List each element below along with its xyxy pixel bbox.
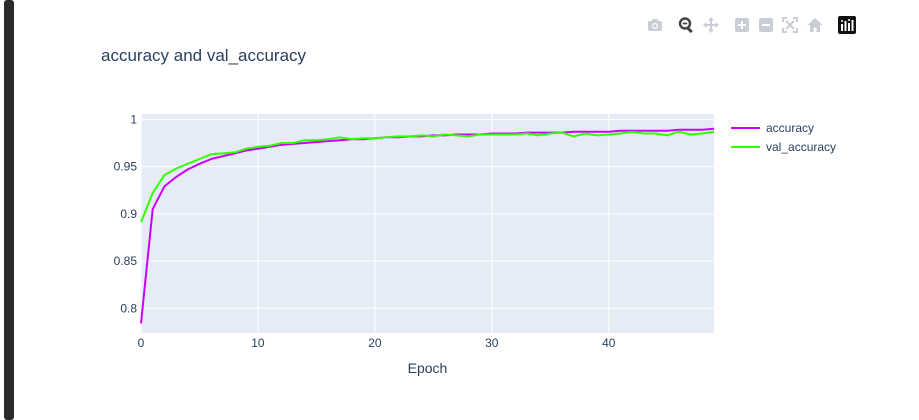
y-tick-label: 1	[130, 112, 137, 126]
x-tick-label: 30	[485, 336, 499, 350]
plot-area[interactable]	[141, 114, 714, 333]
y-tick-label: 0.95	[114, 160, 138, 174]
plotly-logo-icon[interactable]	[838, 16, 856, 34]
left-edge-bar	[4, 0, 14, 420]
y-tick-label: 0.85	[114, 254, 138, 268]
x-axis-title: Epoch	[408, 360, 448, 376]
x-tick-label: 20	[368, 336, 382, 350]
chart-title: accuracy and val_accuracy	[101, 46, 307, 65]
x-tick-label: 0	[138, 336, 145, 350]
autoscale-icon[interactable]	[781, 16, 799, 34]
y-tick-label: 0.9	[120, 207, 137, 221]
x-tick-label: 40	[602, 336, 616, 350]
zoom-in-icon[interactable]	[733, 16, 751, 34]
zoom-icon[interactable]	[677, 16, 695, 34]
legend-item-accuracy[interactable]: accuracy	[766, 121, 814, 135]
y-tick-label: 0.8	[120, 301, 137, 315]
x-tick-label: 10	[251, 336, 265, 350]
camera-icon[interactable]	[646, 16, 664, 34]
series-line-val-accuracy	[140, 130, 715, 223]
zoom-out-icon[interactable]	[757, 16, 775, 34]
reset-axes-icon[interactable]	[806, 16, 824, 34]
legend-item-val-accuracy[interactable]: val_accuracy	[766, 140, 836, 154]
pan-icon[interactable]	[702, 16, 720, 34]
